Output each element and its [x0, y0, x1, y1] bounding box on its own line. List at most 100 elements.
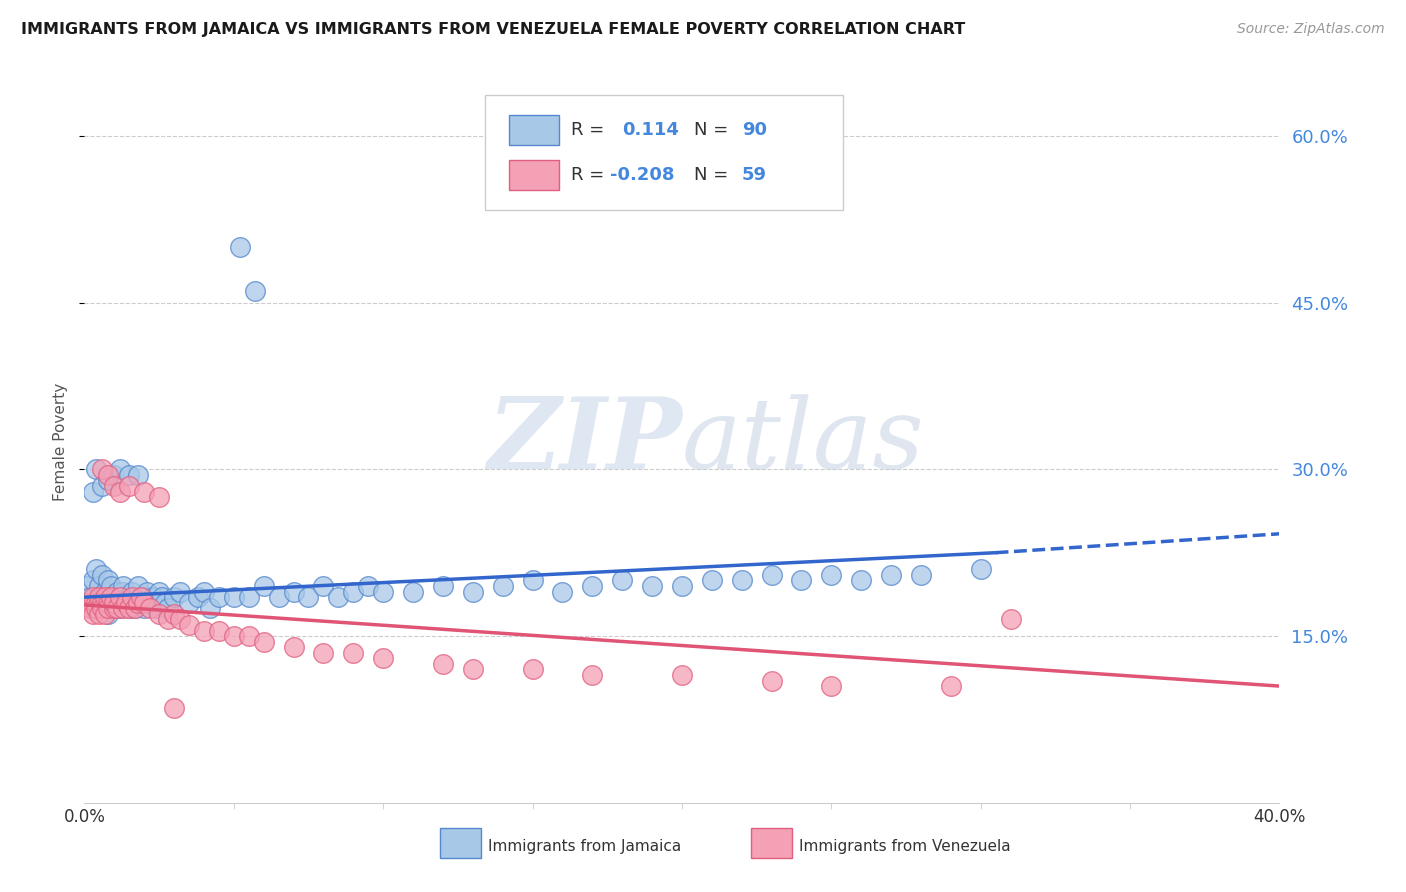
Point — [193, 624, 215, 638]
Point — [103, 596, 125, 610]
Point — [97, 601, 120, 615]
Text: -0.208: -0.208 — [610, 166, 675, 184]
Point — [163, 701, 186, 715]
Point — [103, 601, 125, 615]
Point — [86, 596, 108, 610]
Text: R =: R = — [571, 121, 605, 139]
Point — [127, 596, 149, 610]
Point — [91, 568, 114, 582]
Point — [76, 579, 98, 593]
Point — [97, 596, 120, 610]
Text: 0.114: 0.114 — [623, 121, 679, 139]
FancyBboxPatch shape — [440, 828, 481, 858]
Text: Immigrants from Jamaica: Immigrants from Jamaica — [488, 838, 682, 854]
Point — [124, 601, 146, 615]
Point — [89, 607, 111, 621]
Point — [312, 646, 335, 660]
Point — [82, 601, 104, 615]
Point — [127, 467, 149, 482]
Point — [79, 590, 101, 604]
Point — [100, 579, 122, 593]
Point — [851, 574, 873, 588]
Point — [581, 668, 603, 682]
Point — [121, 596, 143, 610]
Point — [820, 679, 842, 693]
Point — [731, 574, 754, 588]
Point — [177, 618, 200, 632]
Point — [103, 479, 125, 493]
Point — [139, 596, 162, 610]
Point — [283, 640, 305, 655]
Text: 90: 90 — [742, 121, 766, 139]
Y-axis label: Female Poverty: Female Poverty — [53, 383, 69, 500]
Point — [148, 607, 170, 621]
Point — [82, 590, 104, 604]
Point — [112, 584, 135, 599]
Point — [970, 562, 993, 576]
Point — [253, 634, 276, 648]
Point — [118, 467, 141, 482]
Point — [910, 568, 932, 582]
Point — [145, 601, 167, 615]
Text: Immigrants from Venezuela: Immigrants from Venezuela — [799, 838, 1011, 854]
Point — [118, 479, 141, 493]
Point — [82, 574, 104, 588]
Point — [89, 579, 111, 593]
Point — [115, 596, 138, 610]
Point — [112, 579, 135, 593]
Point — [522, 574, 544, 588]
Point — [129, 590, 152, 604]
Text: atlas: atlas — [682, 394, 925, 489]
Point — [150, 590, 173, 604]
Point — [91, 479, 114, 493]
Point — [82, 607, 104, 621]
Point — [761, 673, 783, 688]
Point — [97, 607, 120, 621]
Point — [121, 584, 143, 599]
Point — [177, 596, 200, 610]
Point — [198, 601, 221, 615]
Point — [94, 601, 117, 615]
Point — [700, 574, 723, 588]
Point — [1000, 612, 1022, 626]
Point — [100, 596, 122, 610]
Point — [89, 590, 111, 604]
Text: 59: 59 — [742, 166, 766, 184]
Point — [169, 612, 191, 626]
Point — [105, 596, 128, 610]
Point — [761, 568, 783, 582]
Point — [522, 662, 544, 676]
Point — [297, 590, 319, 604]
Point — [461, 662, 484, 676]
Point — [97, 474, 120, 488]
Point — [432, 579, 454, 593]
Point — [127, 579, 149, 593]
FancyBboxPatch shape — [509, 160, 558, 190]
Point — [342, 584, 364, 599]
Point — [97, 467, 120, 482]
Point — [312, 579, 335, 593]
Point — [253, 579, 276, 593]
Point — [110, 462, 132, 476]
Text: IMMIGRANTS FROM JAMAICA VS IMMIGRANTS FROM VENEZUELA FEMALE POVERTY CORRELATION : IMMIGRANTS FROM JAMAICA VS IMMIGRANTS FR… — [21, 22, 966, 37]
Point — [402, 584, 425, 599]
Point — [157, 601, 180, 615]
Point — [132, 484, 156, 499]
Point — [163, 590, 186, 604]
Point — [76, 596, 98, 610]
Point — [492, 579, 515, 593]
Point — [461, 584, 484, 599]
Point — [193, 584, 215, 599]
Point — [142, 590, 165, 604]
Point — [148, 490, 170, 504]
Point — [94, 584, 117, 599]
Point — [551, 584, 574, 599]
Point — [124, 601, 146, 615]
Point — [820, 568, 842, 582]
Point — [163, 607, 186, 621]
Point — [132, 596, 156, 610]
Point — [118, 601, 141, 615]
Point — [115, 596, 138, 610]
Point — [89, 601, 111, 615]
Point — [187, 590, 209, 604]
